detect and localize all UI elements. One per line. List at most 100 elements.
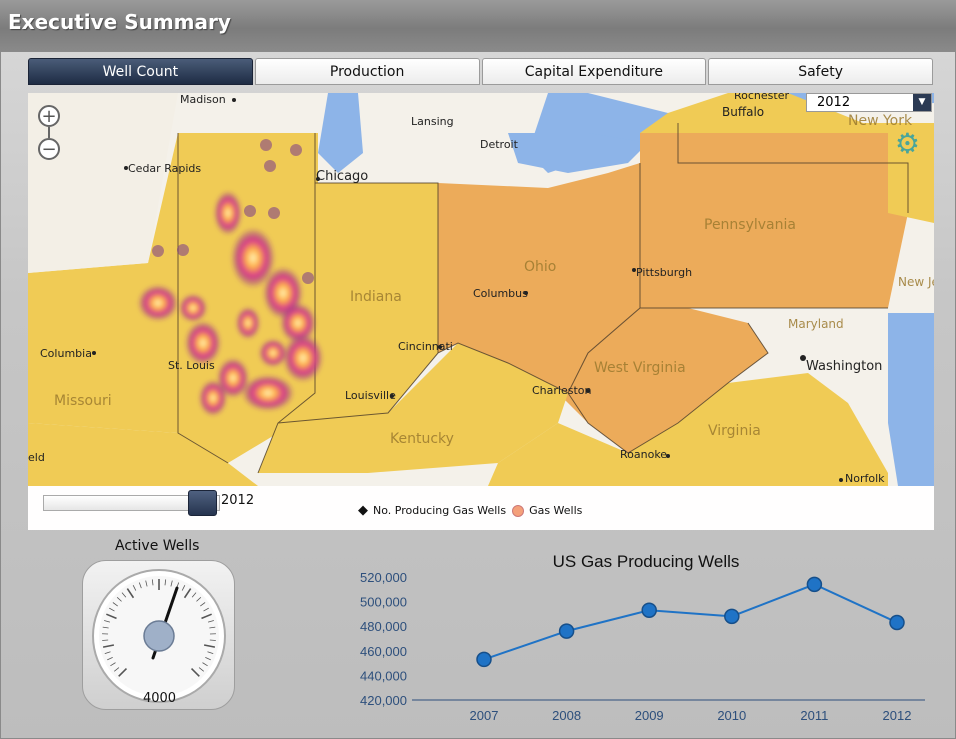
state-shape-icon: ◆ (358, 503, 368, 518)
state-label-new-york: New York (848, 113, 913, 129)
city-label: Cedar Rapids (128, 162, 202, 175)
state-west-virginia (558, 308, 768, 453)
plus-icon: + (41, 106, 57, 127)
city-label: Rochester (734, 93, 789, 102)
year-select-value: 2012 (817, 95, 851, 110)
city-label: Washington (806, 359, 883, 374)
data-point (476, 651, 492, 668)
gauge-tick (109, 607, 115, 612)
tab-well-count[interactable]: Well Count (28, 58, 253, 85)
year-select[interactable]: 2012 ▼ (806, 93, 932, 112)
gauge-tick (102, 626, 109, 629)
map-view[interactable]: Madison Cedar Rapids Chicago Lansing Det… (28, 93, 934, 530)
gauge-tick (191, 592, 197, 598)
gas-wells-chart: US Gas Producing Wells 420,000 440,000 460… (340, 545, 940, 735)
y-tick-label: 420,000 (360, 693, 407, 708)
gauge-tick (164, 579, 167, 586)
gear-icon[interactable]: ⚙ (894, 127, 920, 160)
x-tick-label: 2011 (800, 708, 828, 723)
gauge-tick (198, 667, 205, 672)
gauge-tick (181, 585, 186, 591)
timeline-bar: 2012 ◆ No. Producing Gas Wells Gas Wells (28, 486, 934, 530)
x-tick-label: 2012 (883, 708, 912, 723)
data-point (724, 608, 740, 625)
gauge-tick (200, 602, 206, 607)
city-label: Chicago (316, 169, 369, 184)
gauge-tick (145, 580, 148, 587)
city-label: eld (28, 451, 45, 464)
state-missouri (28, 423, 258, 486)
city-label: Norfolk (845, 472, 885, 485)
city-label: Cincinnati (398, 340, 453, 353)
x-tick-label: 2007 (470, 708, 499, 723)
data-point (641, 602, 657, 618)
state-pennsylvania (640, 133, 908, 308)
zoom-track (48, 127, 50, 138)
state-label-maryland: Maryland (788, 317, 844, 331)
city-label: Pittsburgh (636, 266, 693, 279)
zoom-out-button[interactable]: − (38, 138, 60, 160)
active-wells-gauge: 4000 (82, 560, 235, 710)
gauge-tick (102, 644, 115, 648)
gauge-tick (107, 656, 113, 661)
legend-heat-label: Gas Wells (529, 504, 583, 517)
city-label: Detroit (480, 138, 518, 151)
map-legend: ◆ No. Producing Gas Wells Gas Wells (358, 503, 582, 518)
year-slider-value: 2012 (221, 493, 255, 508)
tab-capital-expenditure[interactable]: Capital Expenditure (481, 58, 707, 85)
gauge-tick (126, 588, 135, 599)
state-label-missouri: Missouri (54, 393, 112, 409)
tab-production[interactable]: Production (254, 58, 480, 85)
gauge-tick (190, 667, 200, 677)
city-label: Buffalo (722, 105, 765, 119)
gauge-tick (170, 580, 173, 587)
state-label-indiana: Indiana (350, 289, 402, 305)
gauge-tick (138, 582, 142, 589)
city-label: Madison (180, 93, 226, 106)
gauge-tick (132, 585, 137, 591)
tab-safety[interactable]: Safety (708, 58, 933, 85)
city-label: Columbus (473, 287, 528, 300)
legend-shape-label: No. Producing Gas Wells (373, 504, 507, 517)
tab-bar: Well Count Production Capital Expenditur… (28, 58, 933, 86)
y-tick-label: 500,000 (360, 595, 407, 610)
gauge-dial (92, 569, 226, 703)
year-slider-track[interactable] (43, 495, 220, 511)
x-tick-label: 2010 (717, 708, 746, 723)
gauge-tick (110, 662, 116, 667)
data-point (806, 576, 823, 593)
heat-dot-icon (512, 504, 525, 517)
data-point (558, 623, 575, 639)
city-label: Columbia (40, 347, 92, 360)
zoom-in-button[interactable]: + (38, 105, 60, 127)
gauge-tick (106, 613, 117, 620)
gauge-tick (151, 579, 154, 586)
state-label-kentucky: Kentucky (390, 431, 454, 447)
chevron-down-icon: ▼ (913, 94, 931, 111)
gauge-tick (209, 626, 216, 629)
state-label-pennsylvania: Pennsylvania (704, 217, 796, 233)
gauge-tick (202, 662, 208, 667)
minus-icon: − (41, 139, 57, 160)
y-tick-label: 520,000 (360, 570, 407, 585)
gauge-tick (104, 651, 111, 654)
gauge-tick (116, 597, 122, 602)
city-label: Louisville (345, 389, 396, 402)
x-tick-label: 2008 (552, 708, 581, 723)
state-virginia (488, 373, 888, 486)
x-tick-label: 2009 (635, 708, 664, 723)
year-slider-thumb[interactable] (188, 490, 217, 516)
gauge-tick (121, 592, 127, 598)
city-label: St. Louis (168, 359, 215, 372)
city-label: Roanoke (620, 448, 668, 461)
gauge-tick (205, 656, 211, 661)
city-label: Lansing (411, 115, 454, 128)
gauge-tick (207, 651, 214, 654)
gauge-tick (207, 620, 214, 623)
y-tick-label: 460,000 (360, 644, 407, 659)
page-title: Executive Summary (8, 10, 231, 34)
gauge-value: 4000 (142, 691, 177, 706)
state-kentucky (258, 343, 568, 473)
city-label: Charleston (532, 384, 592, 397)
y-tick-label: 480,000 (360, 619, 407, 634)
